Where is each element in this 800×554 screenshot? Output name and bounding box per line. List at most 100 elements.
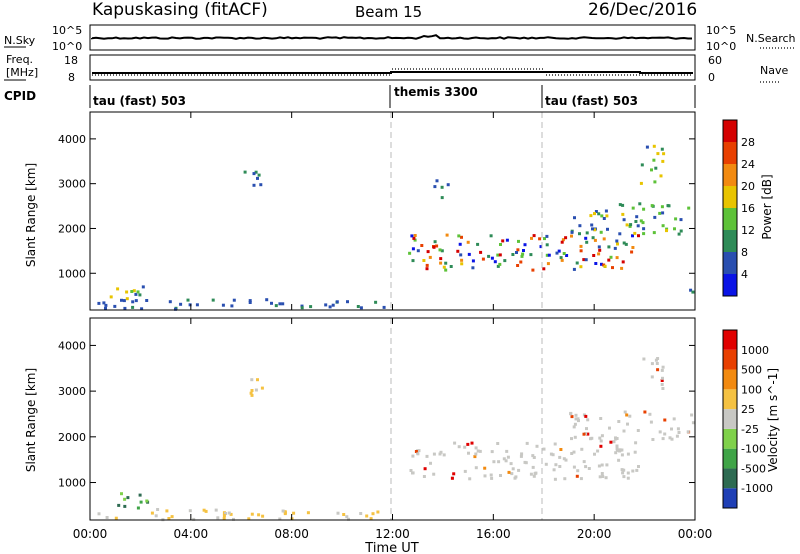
echo-cell	[345, 515, 349, 519]
echo-cell	[300, 306, 304, 310]
echo-cell	[270, 301, 273, 305]
echo-cell	[516, 264, 520, 267]
echo-cell	[365, 514, 369, 518]
echo-cell	[547, 253, 551, 257]
echo-cell	[432, 452, 436, 456]
x-tick-label: 12:00	[375, 527, 410, 541]
echo-cell	[661, 211, 665, 215]
echo-cell	[519, 260, 523, 264]
echo-cell	[496, 253, 500, 257]
echo-cell	[489, 473, 493, 477]
y-tick-label: 2000	[58, 222, 86, 235]
echo-cell	[604, 476, 608, 480]
echo-cell	[433, 185, 437, 189]
echo-cell	[342, 513, 346, 516]
echo-cell	[640, 163, 644, 167]
beam-title: Beam 15	[355, 3, 422, 21]
echo-cell	[138, 493, 142, 497]
echo-cell	[221, 303, 225, 307]
echo-cell	[432, 245, 436, 249]
echo-cell	[558, 455, 562, 459]
noise-left-tick-bottom: 10^0	[52, 40, 82, 53]
echo-cell	[457, 234, 461, 238]
echo-cell	[645, 145, 649, 149]
echo-cell	[254, 388, 258, 392]
echo-cell	[247, 517, 251, 521]
echo-cell	[429, 461, 432, 465]
echo-cell	[615, 239, 619, 243]
echo-cell	[506, 455, 510, 459]
echo-cell	[460, 262, 464, 266]
echo-cell	[444, 268, 448, 272]
echo-cell	[114, 516, 118, 520]
echo-cell	[511, 253, 515, 256]
echo-cell	[577, 419, 580, 423]
echo-cell	[559, 448, 563, 451]
echo-cell	[123, 306, 127, 310]
echo-cell	[520, 254, 524, 258]
echo-cell	[574, 413, 578, 417]
echo-cell	[422, 475, 426, 478]
freq-line	[92, 71, 693, 74]
echo-cell	[620, 468, 624, 472]
freq-label-1: Freq.	[6, 53, 33, 66]
echo-cell	[222, 514, 226, 517]
noise-frame	[89, 24, 696, 51]
noise-panel: N.Sky 10^5 10^0 10^5 10^0 N.Search	[4, 24, 796, 53]
echo-cell	[423, 467, 427, 471]
echo-cell	[600, 434, 604, 438]
velocity-echo-marks	[97, 357, 695, 522]
colorbar-segment	[723, 252, 737, 274]
echo-cell	[651, 438, 655, 441]
echo-cell	[420, 244, 424, 247]
echo-cell	[252, 183, 256, 187]
echo-cell	[516, 248, 520, 252]
echo-cell	[165, 509, 169, 513]
echo-cell	[564, 458, 568, 462]
echo-cell	[622, 241, 626, 245]
freq-label-2: [MHz]	[6, 66, 38, 79]
echo-cell	[602, 217, 606, 220]
echo-cell	[222, 517, 226, 520]
echo-cell	[456, 249, 460, 253]
echo-cell	[324, 303, 328, 307]
nave-tick-bottom: 0	[708, 71, 715, 84]
echo-cell	[202, 508, 206, 512]
echo-cell	[224, 512, 228, 515]
echo-cell	[660, 368, 664, 372]
colorbar-tick-label: 24	[741, 158, 755, 171]
echo-cell	[593, 452, 596, 456]
echo-cell	[677, 232, 681, 236]
echo-cell	[490, 476, 494, 480]
nave-label: Nave	[760, 64, 788, 77]
echo-cell	[654, 166, 658, 170]
echo-cell	[626, 471, 630, 475]
echo-cell	[691, 421, 695, 425]
colorbar-segment	[723, 164, 737, 186]
echo-cell	[642, 207, 646, 211]
echo-cell	[612, 440, 616, 444]
echo-cell	[474, 452, 478, 456]
echo-cell	[141, 285, 145, 289]
echo-cell	[478, 449, 482, 453]
echo-cell	[590, 436, 594, 440]
echo-cell	[600, 262, 603, 266]
colorbar-tick-label: -500	[741, 462, 766, 475]
colorbar-frame	[722, 119, 738, 297]
echo-cell	[661, 376, 664, 380]
colorbar-frame	[722, 329, 738, 509]
echo-cell	[347, 517, 350, 521]
echo-cell	[359, 512, 363, 515]
echo-cell	[474, 446, 478, 450]
echo-cell	[126, 496, 130, 500]
echo-cell	[131, 305, 135, 309]
echo-cell	[542, 447, 546, 451]
echo-cell	[582, 258, 586, 262]
echo-cell	[467, 451, 470, 455]
echo-cell	[679, 229, 683, 233]
echo-cell	[670, 427, 673, 431]
echo-cell	[592, 254, 596, 257]
echo-cell	[188, 509, 192, 513]
echo-cell	[564, 236, 568, 240]
